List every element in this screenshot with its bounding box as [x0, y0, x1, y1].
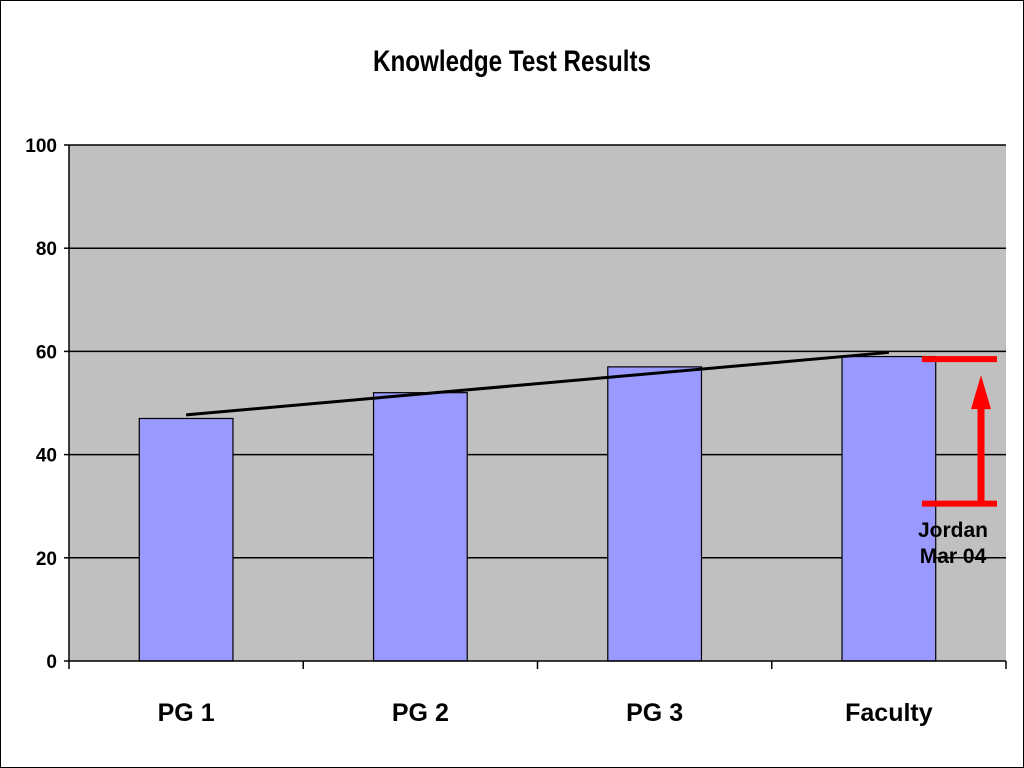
- x-tick-label: PG 1: [158, 699, 215, 727]
- bar-faculty: [841, 355, 937, 662]
- y-tick-labels: 0 20 40 60 80 100: [25, 136, 57, 673]
- y-tick-label: 100: [25, 136, 57, 157]
- bar-pg-1: [138, 417, 234, 662]
- bars: [138, 355, 937, 662]
- x-tick-labels: PG 1 PG 2 PG 3 Faculty: [158, 699, 933, 727]
- trendline-group: [185, 350, 890, 417]
- annotation-label: Jordan: [918, 519, 988, 542]
- axes: [64, 144, 1007, 669]
- annotation-arrowhead: [971, 375, 991, 410]
- y-tick-label: 0: [46, 652, 57, 673]
- y-tick-label: 20: [36, 549, 57, 570]
- bar-pg-2: [372, 392, 468, 662]
- trendline: [185, 350, 890, 417]
- chart-title: Knowledge Test Results: [373, 45, 651, 78]
- y-tick-label: 40: [36, 446, 57, 467]
- bar-pg-3: [607, 366, 703, 662]
- annotation-label: Mar 04: [920, 545, 987, 568]
- annotation: Jordan Mar 04: [918, 356, 997, 568]
- x-tick-label: PG 3: [626, 699, 683, 727]
- y-tick-label: 80: [36, 239, 57, 260]
- x-tick-label: Faculty: [845, 699, 933, 727]
- y-tick-label: 60: [36, 342, 57, 363]
- x-tick-label: PG 2: [392, 699, 449, 727]
